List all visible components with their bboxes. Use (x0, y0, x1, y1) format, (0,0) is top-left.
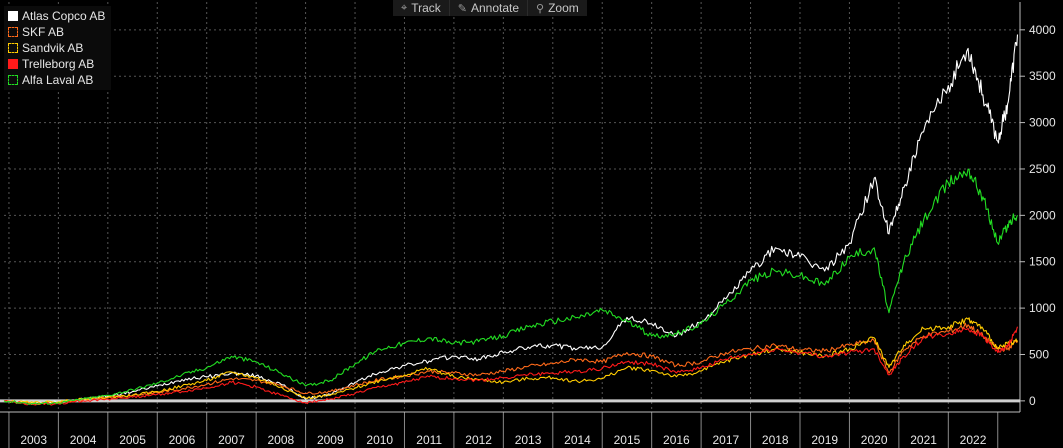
x-tick-label: 2007 (218, 433, 245, 447)
legend-swatch (8, 43, 18, 53)
legend-item[interactable]: Atlas Copco AB (8, 8, 105, 24)
legend-item[interactable]: Trelleborg AB (8, 56, 105, 72)
y-tick-label: 2000 (1029, 208, 1056, 222)
legend-label: Trelleborg AB (22, 57, 95, 71)
x-tick-label: 2013 (515, 433, 542, 447)
x-tick-label: 2022 (960, 433, 987, 447)
zoom-label: Zoom (548, 1, 579, 15)
legend-item[interactable]: Alfa Laval AB (8, 72, 105, 88)
legend-label: Alfa Laval AB (22, 73, 94, 87)
annotate-label: Annotate (470, 1, 520, 15)
grid-lines (4, 2, 1020, 412)
chart-legend: Atlas Copco AB SKF AB Sandvik AB Trelleborg… (4, 6, 112, 90)
x-tick-label: 2010 (366, 433, 393, 447)
series-lines (3, 34, 1019, 406)
x-tick-label: 2011 (416, 433, 442, 447)
x-tick-label: 2020 (861, 433, 888, 447)
series-line-trelleborg-ab (3, 326, 1019, 406)
y-tick-label: 3500 (1029, 69, 1056, 83)
legend-swatch (8, 59, 18, 69)
y-tick-label: 500 (1029, 347, 1049, 361)
series-line-skf-ab (3, 322, 1019, 406)
x-tick-label: 2004 (70, 433, 97, 447)
crosshair-icon: ⌖ (401, 1, 408, 14)
x-tick-label: 2016 (663, 433, 690, 447)
y-tick-label: 2500 (1029, 162, 1056, 176)
x-tick-label: 2003 (20, 433, 47, 447)
y-tick-label: 3000 (1029, 116, 1056, 130)
chart-toolbar: ⌖ Track ✎ Annotate ⚲ Zoom (393, 0, 587, 16)
legend-swatch (8, 27, 18, 37)
pencil-icon: ✎ (457, 2, 467, 15)
legend-swatch (8, 75, 18, 85)
legend-item[interactable]: SKF AB (8, 24, 105, 40)
zoom-button[interactable]: ⚲ Zoom (528, 0, 587, 16)
x-tick-label: 2017 (712, 433, 739, 447)
x-tick-label: 2021 (910, 433, 937, 447)
annotate-button[interactable]: ✎ Annotate (450, 0, 529, 16)
legend-swatch (8, 11, 18, 21)
x-tick-label: 2014 (564, 433, 591, 447)
series-line-atlas-copco-ab (3, 34, 1019, 405)
x-tick-label: 2006 (169, 433, 196, 447)
x-tick-label: 2015 (614, 433, 641, 447)
magnifier-icon: ⚲ (536, 2, 545, 15)
legend-item[interactable]: Sandvik AB (8, 40, 105, 56)
series-line-sandvik-ab (4, 317, 1018, 405)
y-tick-label: 1000 (1029, 301, 1056, 315)
x-tick-label: 2018 (762, 433, 789, 447)
x-tick-label: 2019 (811, 433, 838, 447)
y-tick-label: 0 (1029, 394, 1036, 408)
x-tick-label: 2005 (119, 433, 146, 447)
legend-label: Sandvik AB (22, 41, 84, 55)
x-tick-label: 2012 (465, 433, 492, 447)
series-line-alfa-laval-ab (3, 168, 1018, 405)
x-tick-label: 2009 (317, 433, 344, 447)
y-tick-label: 4000 (1029, 23, 1056, 37)
y-tick-label: 1500 (1029, 255, 1056, 269)
x-tick-label: 2008 (268, 433, 295, 447)
track-label: Track (411, 1, 441, 15)
track-button[interactable]: ⌖ Track (393, 0, 450, 16)
legend-label: SKF AB (22, 25, 65, 39)
legend-label: Atlas Copco AB (22, 9, 106, 23)
